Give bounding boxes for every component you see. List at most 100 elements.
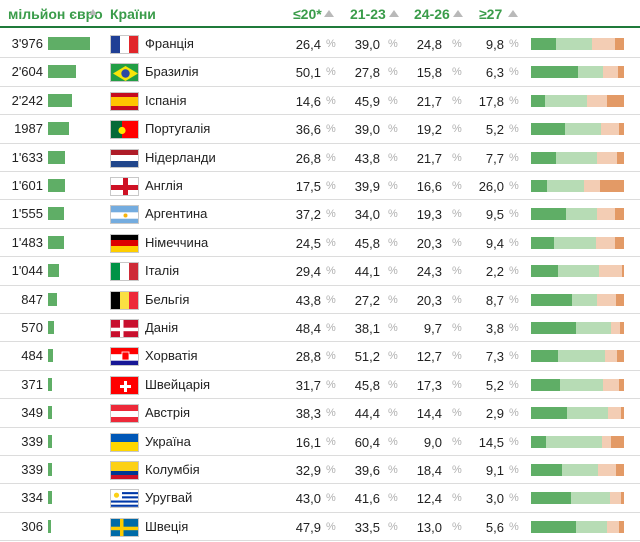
percent-p1: 47,9 — [295, 519, 321, 535]
age-share-stacked-bar — [531, 492, 624, 505]
table-row[interactable]: 847 Бельгія 43,8% 27,2% 20,3% 8,7% — [0, 286, 640, 314]
table-row[interactable]: 570 Данія 48,4% 38,1% 9,7% 3,8% — [0, 314, 640, 343]
percent-p2: 45,8 — [354, 377, 380, 393]
table-row[interactable]: 484 Хорватія 28,8% 51,2% 12,7% 7,3% — [0, 342, 640, 371]
percent-sign: % — [509, 236, 519, 249]
percent-p3: 21,7 — [416, 150, 442, 166]
stack-segment — [614, 38, 624, 50]
table-row[interactable]: 334 Уругвай 43,0% 41,6% 12,4% 3,0% — [0, 484, 640, 513]
market-value: 1'044 — [11, 263, 43, 279]
market-value: 484 — [21, 348, 43, 364]
percent-sign: % — [509, 435, 519, 448]
value-bar — [48, 519, 51, 533]
stack-segment — [619, 123, 624, 136]
percent-p4: 9,8 — [485, 37, 504, 52]
table-row[interactable]: 2'604 Бразилія 50,1% 27,8% 15,8% 6,3% — [0, 58, 640, 87]
percent-sign: % — [388, 123, 398, 136]
stack-segment — [602, 435, 611, 448]
stack-segment — [605, 350, 618, 363]
country-name: Бельгія — [145, 291, 190, 307]
table-row[interactable]: 1'044 Італія 29,4% 44,1% 24,3% 2,2% — [0, 257, 640, 286]
percent-p2: 60,4 — [354, 434, 380, 450]
percent-p4: 7,3 — [485, 349, 504, 365]
percent-sign: % — [452, 94, 462, 107]
percent-sign: % — [509, 38, 519, 50]
sort-triangle-icon[interactable] — [324, 10, 334, 17]
stack-segment — [558, 265, 600, 278]
percent-sign: % — [452, 322, 462, 334]
sort-triangle-icon[interactable] — [453, 10, 463, 17]
stack-segment — [621, 492, 624, 505]
percent-p1: 36,6 — [295, 122, 321, 138]
stack-segment — [531, 407, 567, 420]
table-row[interactable]: 339 Україна 16,1% 60,4% 9,0% 14,5% — [0, 428, 640, 456]
percent-sign: % — [326, 520, 336, 533]
percent-sign: % — [326, 180, 336, 192]
percent-p4: 9,5 — [485, 207, 504, 223]
percent-sign: % — [388, 350, 398, 363]
percent-sign: % — [452, 378, 462, 391]
table-row[interactable]: 1'601 Англія 17,5% 39,9% 16,6% 26,0% — [0, 172, 640, 201]
percent-sign: % — [326, 293, 336, 306]
percent-p4: 7,7 — [485, 150, 504, 166]
stack-segment — [607, 407, 622, 420]
percent-sign: % — [326, 265, 336, 278]
percent-p4: 3,0 — [485, 491, 504, 507]
table-row[interactable]: 306 Швеція 47,9% 33,5% 13,0% 5,6% — [0, 513, 640, 542]
sort-triangle-icon[interactable] — [389, 10, 399, 17]
age-share-stacked-bar — [531, 322, 624, 334]
stack-segment — [531, 180, 548, 192]
stack-segment — [619, 378, 624, 391]
stack-segment — [531, 435, 546, 448]
table-row[interactable]: 1'483 Німеччина 24,5% 45,8% 20,3% 9,4% — [0, 229, 640, 258]
col-under20-header[interactable]: ≤20* — [293, 6, 322, 22]
percent-p4: 5,2 — [485, 122, 504, 138]
stack-segment — [599, 265, 622, 278]
colombia-flag-icon — [110, 461, 139, 480]
age-share-stacked-bar — [531, 123, 624, 136]
percent-sign: % — [509, 520, 519, 533]
stack-segment — [575, 520, 607, 533]
table-row[interactable]: 349 Австрія 38,3% 44,4% 14,4% 2,9% — [0, 399, 640, 428]
col-over27-header[interactable]: ≥27 — [479, 6, 503, 22]
table-row[interactable]: 3'976 Франція 26,4% 39,0% 24,8% 9,8% — [0, 30, 640, 59]
percent-sign: % — [326, 322, 336, 334]
netherlands-flag-icon — [110, 148, 139, 168]
sweden-flag-icon — [110, 517, 139, 537]
table-row[interactable]: 339 Колумбія 32,9% 39,6% 18,4% 9,1% — [0, 456, 640, 485]
value-bar — [48, 65, 76, 79]
table-row[interactable]: 2'242 Іспанія 14,6% 45,9% 21,7% 17,8% — [0, 87, 640, 116]
market-value: 1'483 — [11, 234, 43, 250]
percent-p1: 31,7 — [295, 377, 321, 393]
age-share-stacked-bar — [531, 464, 624, 476]
market-value: 1'633 — [11, 149, 43, 165]
percent-sign: % — [326, 208, 336, 221]
sort-triangle-icon[interactable] — [508, 10, 518, 17]
col-24-26-header[interactable]: 24-26 — [414, 6, 450, 22]
percent-p3: 19,3 — [416, 207, 442, 223]
percent-sign: % — [388, 265, 398, 278]
percent-sign: % — [452, 464, 462, 476]
table-row[interactable]: 1'633 Нідерланди 26,8% 43,8% 21,7% 7,7% — [0, 144, 640, 172]
market-value: 371 — [21, 376, 43, 392]
percent-sign: % — [509, 293, 519, 306]
country-name: Німеччина — [145, 234, 209, 250]
percent-p1: 32,9 — [295, 463, 321, 478]
england-flag-icon — [110, 177, 139, 196]
col-21-23-header[interactable]: 21-23 — [350, 6, 386, 22]
market-value: 1'555 — [11, 206, 43, 222]
stack-segment — [531, 492, 571, 505]
country-column-header[interactable]: Країни — [110, 6, 156, 22]
percent-sign: % — [388, 407, 398, 420]
table-row[interactable]: 1987 Португалія 36,6% 39,0% 19,2% 5,2% — [0, 115, 640, 144]
table-row[interactable]: 371 Швейцарія 31,7% 45,8% 17,3% 5,2% — [0, 371, 640, 400]
percent-sign: % — [326, 38, 336, 50]
value-column-header[interactable]: мільйон євро — [8, 6, 103, 22]
percent-p4: 5,2 — [485, 377, 504, 393]
percent-sign: % — [326, 151, 336, 164]
percent-p3: 15,8 — [416, 65, 442, 81]
stack-segment — [621, 407, 624, 420]
market-value: 306 — [21, 518, 43, 534]
table-row[interactable]: 1'555 Аргентина 37,2% 34,0% 19,3% 9,5% — [0, 200, 640, 229]
percent-sign: % — [509, 492, 519, 505]
